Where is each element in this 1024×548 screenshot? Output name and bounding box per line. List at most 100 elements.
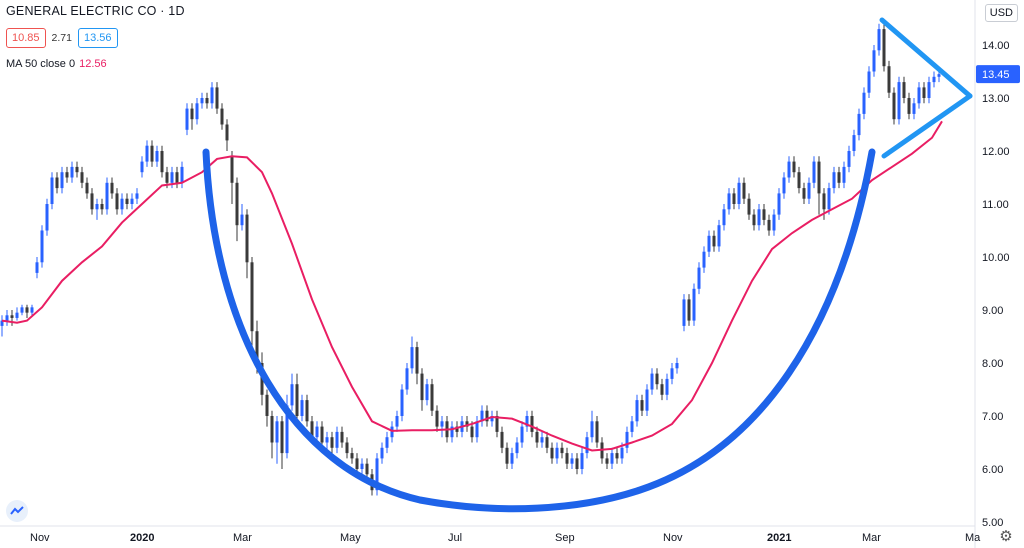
candle xyxy=(862,87,866,120)
candle xyxy=(115,188,119,215)
candle xyxy=(175,166,179,189)
candle xyxy=(45,198,49,236)
candle xyxy=(240,204,244,231)
candle xyxy=(747,193,751,220)
candle xyxy=(35,257,39,279)
candle xyxy=(100,198,104,215)
candle xyxy=(125,193,129,210)
candle xyxy=(415,341,419,385)
candle xyxy=(430,378,434,416)
candle xyxy=(917,82,921,109)
candle xyxy=(610,447,614,469)
candle xyxy=(75,161,79,178)
symbol-title[interactable]: GENERAL ELECTRIC CO · 1D xyxy=(6,4,185,18)
high-price-box: 13.56 xyxy=(77,28,118,48)
candle xyxy=(812,156,816,189)
candle xyxy=(320,421,324,448)
low-price-box: 10.85 xyxy=(6,28,46,48)
candle xyxy=(867,66,871,98)
candle xyxy=(195,98,199,125)
candle xyxy=(90,188,94,215)
price-axis: 14.0013.5013.0012.0011.0010.009.008.007.… xyxy=(974,0,1010,548)
candle xyxy=(872,45,876,77)
y-tick-label: 11.00 xyxy=(982,199,1009,211)
ma-legend[interactable]: MA 50 close 0 12.56 xyxy=(6,58,107,70)
candle xyxy=(565,447,569,469)
candle xyxy=(205,92,209,109)
candle xyxy=(645,384,649,416)
candle xyxy=(847,145,851,173)
candle xyxy=(390,421,394,443)
candle xyxy=(270,410,274,459)
candle xyxy=(0,315,4,337)
candle xyxy=(220,103,224,130)
y-tick-label: 5.00 xyxy=(982,517,1003,529)
candle xyxy=(742,177,746,204)
candle xyxy=(155,145,159,167)
candle xyxy=(300,394,304,422)
candle xyxy=(120,193,124,215)
gear-icon[interactable]: ⚙ xyxy=(999,528,1013,545)
candle xyxy=(230,151,234,204)
candle xyxy=(105,177,109,215)
candle xyxy=(665,373,669,401)
candle xyxy=(897,76,901,125)
candle xyxy=(787,156,791,183)
x-tick-label: Nov xyxy=(663,532,683,544)
x-tick-label: Jul xyxy=(448,532,462,544)
candle xyxy=(10,310,14,326)
candle xyxy=(877,23,881,56)
candle xyxy=(335,426,339,454)
candle xyxy=(340,426,344,448)
candle xyxy=(817,156,821,215)
candle xyxy=(832,166,836,194)
candle xyxy=(345,437,349,459)
candle xyxy=(525,410,529,432)
currency-badge[interactable]: USD xyxy=(984,4,1018,22)
candle xyxy=(530,410,534,438)
candle xyxy=(505,442,509,469)
candle xyxy=(857,108,861,141)
candle xyxy=(225,119,229,151)
candle xyxy=(852,129,856,157)
candle xyxy=(65,166,69,183)
candle xyxy=(25,304,29,318)
candle xyxy=(210,82,214,109)
tradingview-logo-icon[interactable] xyxy=(6,500,28,522)
candle xyxy=(702,246,706,273)
candle xyxy=(275,416,279,464)
candle xyxy=(655,368,659,390)
candle xyxy=(697,262,701,295)
candle xyxy=(350,447,354,464)
candle xyxy=(555,442,559,464)
candle xyxy=(560,442,564,459)
time-axis: Nov 2020 Mar May Jul Sep Nov 2021 Mar Ma xyxy=(0,525,981,544)
candle xyxy=(827,182,831,215)
candle xyxy=(727,188,731,215)
candle xyxy=(585,431,589,459)
candle xyxy=(887,60,891,98)
candle xyxy=(380,442,384,464)
ma-50-line xyxy=(1,120,943,452)
y-tick-label: 14.00 xyxy=(982,40,1010,52)
candle xyxy=(245,209,249,279)
last-price-label: 13.45 xyxy=(982,69,1010,81)
candle xyxy=(615,447,619,464)
y-tick-label: 10.00 xyxy=(982,252,1010,264)
candle xyxy=(757,204,761,231)
candle xyxy=(80,166,84,189)
candle xyxy=(465,416,469,432)
candle xyxy=(295,373,299,422)
candle xyxy=(712,230,716,252)
candle xyxy=(515,437,519,459)
candle xyxy=(485,405,489,427)
candle xyxy=(650,368,654,395)
candle xyxy=(475,416,479,443)
y-tick-label: 7.00 xyxy=(982,411,1003,423)
candle xyxy=(595,416,599,448)
candle xyxy=(922,82,926,104)
candle xyxy=(435,405,439,432)
candle xyxy=(752,209,756,231)
candle xyxy=(20,304,24,316)
